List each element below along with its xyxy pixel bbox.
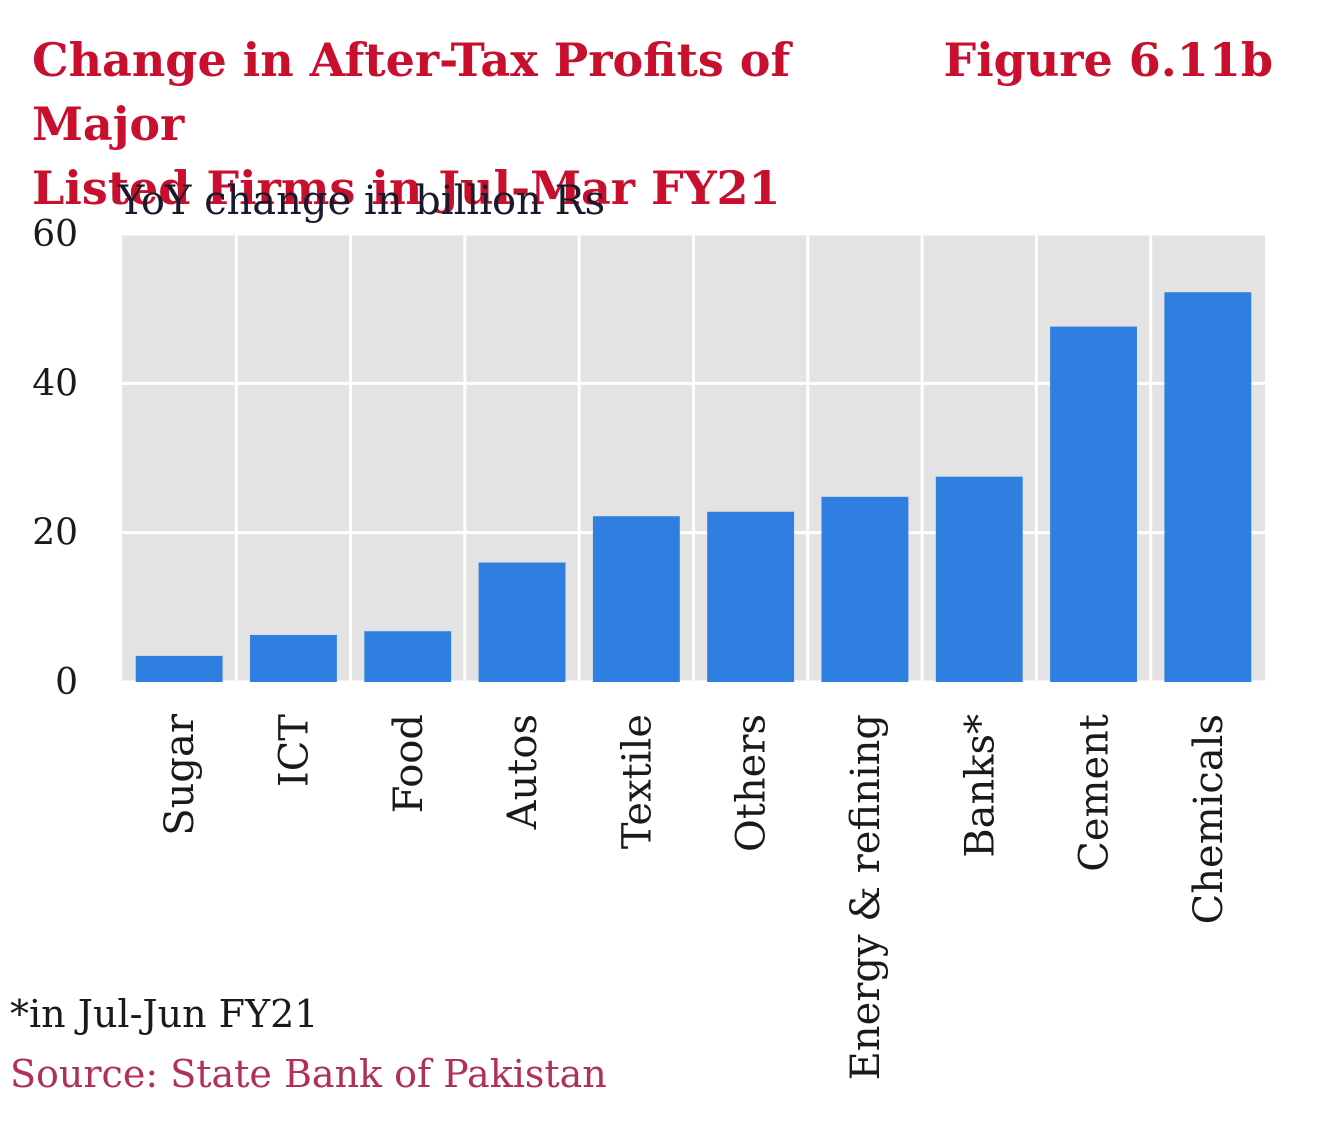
bar-ict (250, 634, 337, 682)
y-tick-label: 20 (32, 513, 78, 554)
bar-food (364, 631, 452, 682)
y-tick-label: 40 (32, 363, 78, 404)
x-tick-label: Food (386, 714, 432, 813)
bar-banks (935, 476, 1023, 682)
x-tick-label: Cement (1072, 714, 1118, 872)
bar-others (707, 511, 795, 682)
bar-textile (592, 516, 680, 682)
bar-autos (478, 562, 566, 682)
footnote: *in Jul-Jun FY21 (10, 992, 319, 1036)
chart-title-line2: Listed Firms in Jul-Mar FY21 (32, 161, 781, 215)
x-tick-label: Banks* (957, 714, 1003, 858)
bar-cement (1050, 326, 1137, 682)
figure-label: Figure 6.11b (943, 33, 1273, 87)
y-tick-label: 60 (32, 214, 78, 255)
x-tick-label: Energy & refining (843, 714, 889, 1080)
chart-title-line1: Change in After-Tax Profits of Major (32, 33, 791, 151)
x-tick-label: Sugar (157, 713, 203, 836)
bar-energy-refining (821, 496, 909, 682)
y-tick-label: 0 (55, 662, 78, 703)
source-note: Source: State Bank of Pakistan (10, 1052, 607, 1096)
y-axis-label: YoY change in billion Rs (118, 178, 606, 224)
x-tick-label: Autos (500, 714, 546, 830)
bar-chemicals (1164, 292, 1252, 682)
x-tick-label: ICT (271, 714, 317, 787)
x-tick-label: Others (729, 714, 775, 852)
bar-sugar (135, 655, 223, 682)
x-tick-label: Textile (614, 714, 660, 849)
x-tick-label: Chemicals (1186, 714, 1232, 924)
chart-title: Change in After-Tax Profits of Major Lis… (32, 28, 932, 220)
